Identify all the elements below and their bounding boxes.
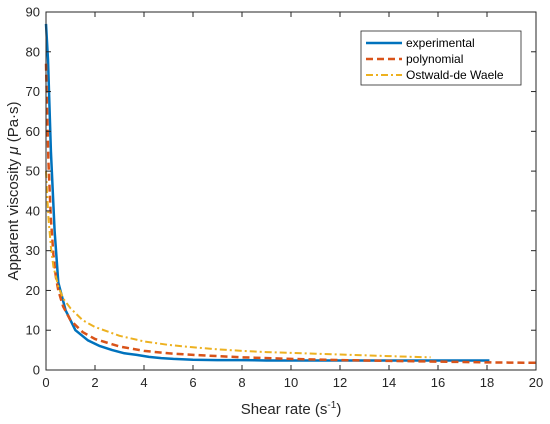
y-tick-label: 30 (26, 243, 40, 258)
x-tick-label: 10 (284, 375, 298, 390)
y-axis-title-main: Apparent viscosity (5, 155, 22, 281)
y-axis-title-unit: (Pa·s) (5, 101, 22, 146)
legend-label-2: polynomial (406, 52, 463, 66)
ticks-layer: 0 2 4 6 8 10 12 14 16 18 20 0 10 20 30 40 50 60 70 80 90 (26, 5, 544, 391)
plot-frame (45, 11, 537, 371)
x-tick-label: 8 (238, 375, 245, 390)
legend-label-1: experimental (406, 36, 475, 50)
y-tick-label: 70 (26, 84, 40, 99)
x-axis-title-close: ) (336, 401, 341, 418)
y-tick-label: 10 (26, 323, 40, 338)
x-axis-title-exponent: -1 (327, 400, 336, 411)
x-tick-label: 20 (529, 375, 543, 390)
x-tick-label: 16 (431, 375, 445, 390)
x-tick-label: 4 (140, 375, 147, 390)
x-axis-title-main: Shear rate (s (241, 401, 328, 418)
series-layer (44, 23, 537, 365)
x-tick-label: 12 (333, 375, 347, 390)
y-tick-label: 40 (26, 203, 40, 218)
x-tick-label: 6 (189, 375, 196, 390)
series-line-3 (45, 171, 431, 359)
y-tick-label: 80 (26, 44, 40, 59)
y-tick-label: 50 (26, 164, 40, 179)
x-axis-title: Shear rate (s-1) (241, 400, 342, 418)
x-tick-label: 0 (42, 375, 49, 390)
y-axis-title: Apparent viscosity μ (Pa·s) (5, 101, 22, 280)
y-tick-label: 20 (26, 283, 40, 298)
series-line-2 (44, 63, 537, 365)
legend: experimental polynomial Ostwald-de Waele (360, 30, 522, 86)
y-tick-label: 60 (26, 124, 40, 139)
legend-box (360, 30, 522, 86)
y-axis-title-symbol: μ (5, 146, 22, 155)
y-tick-label: 90 (26, 5, 40, 20)
y-tick-label: 0 (33, 363, 40, 378)
x-tick-label: 18 (480, 375, 494, 390)
x-tick-label: 2 (91, 375, 98, 390)
x-tick-label: 14 (382, 375, 396, 390)
legend-label-3: Ostwald-de Waele (406, 68, 504, 82)
